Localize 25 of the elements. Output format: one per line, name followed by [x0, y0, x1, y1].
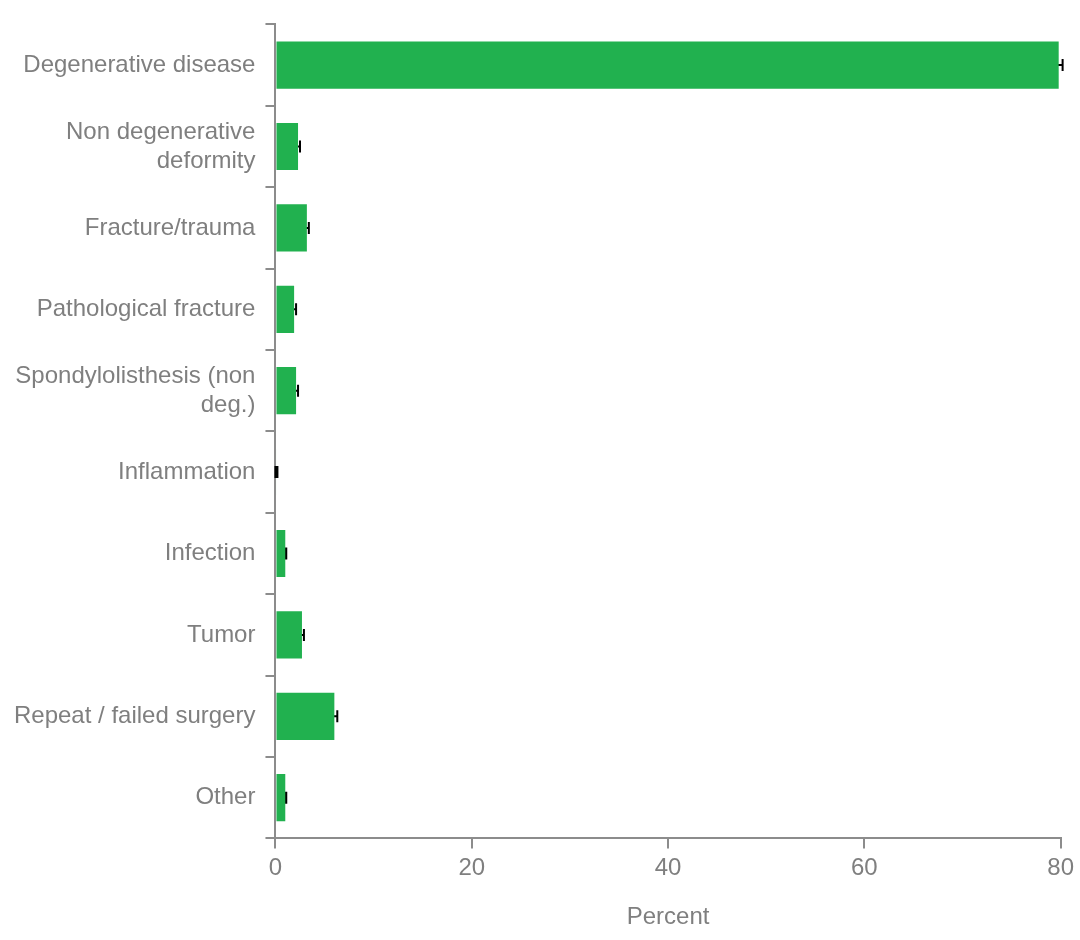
y-tick-label: Non degenerative deformity [66, 116, 256, 173]
x-tick-label: 60 [851, 853, 878, 881]
x-tick-label: 0 [268, 853, 283, 881]
bar [276, 285, 295, 333]
y-tick-label: Repeat / failed surgery [14, 700, 256, 728]
x-tick-label: 20 [458, 853, 486, 881]
bar [276, 774, 286, 822]
x-axis-title: Percent [626, 902, 710, 930]
x-tick-label: 40 [654, 853, 682, 881]
y-tick-label: Fracture/trauma [84, 212, 257, 240]
x-tick-label: 80 [1047, 853, 1074, 881]
y-tick-label: Infection [164, 538, 256, 566]
bar [276, 529, 286, 578]
bar [276, 41, 1059, 89]
bar [276, 204, 307, 252]
y-tick-label: Degenerative disease [23, 49, 256, 77]
y-tick-label: Spondylolisthesis (non deg.) [15, 360, 256, 417]
bar [276, 692, 335, 740]
y-tick-label: Pathological fracture [36, 293, 256, 321]
y-tick-label: Inflammation [118, 456, 256, 484]
y-tick-label: Tumor [187, 619, 256, 647]
bar [276, 367, 297, 415]
bar [276, 122, 299, 171]
bar [276, 611, 302, 659]
y-tick-label: Other [195, 782, 256, 810]
